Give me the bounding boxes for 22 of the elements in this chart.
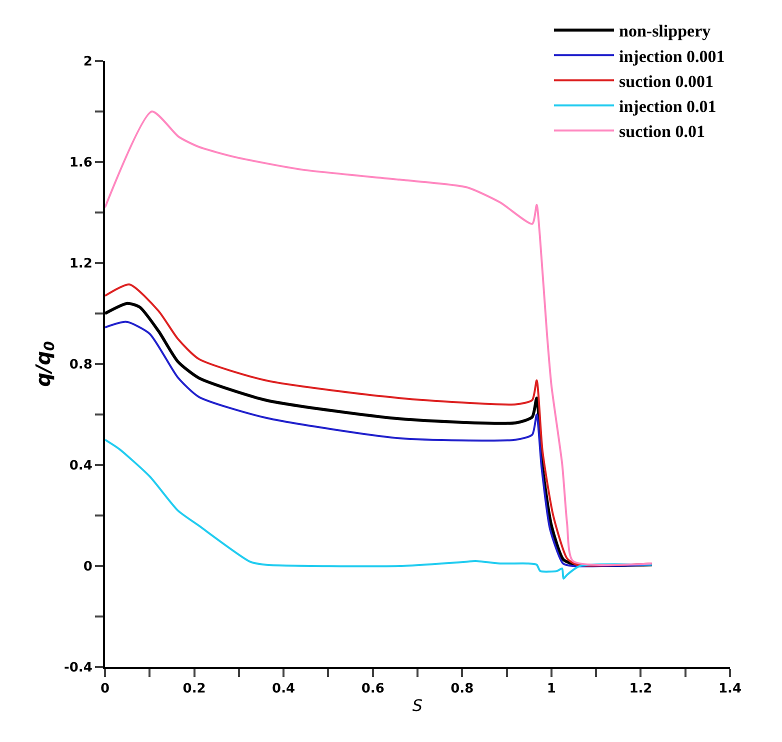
legend-label: non-slippery <box>619 22 712 41</box>
x-tick-label: 0.8 <box>450 682 474 697</box>
y-tick-label: 0.4 <box>69 458 92 474</box>
y-tick-label: -0.4 <box>64 660 92 676</box>
legend-label: injection 0.001 <box>619 46 725 66</box>
legend-label: suction 0.001 <box>619 72 714 91</box>
x-axis-title: S <box>412 696 423 715</box>
legend-label: injection 0.01 <box>619 97 716 116</box>
x-tick-label: 1.2 <box>629 682 652 697</box>
x-tick-label: 0.6 <box>361 682 384 697</box>
y-tick-label: 1.2 <box>69 256 92 272</box>
y-tick-label: 1.6 <box>69 156 92 171</box>
x-tick-label: 1.4 <box>718 682 742 697</box>
x-tick-label: 0 <box>100 682 110 697</box>
x-tick-label: 0.2 <box>182 682 206 697</box>
line-series <box>105 438 653 580</box>
y-tick-label: 0.8 <box>69 358 92 373</box>
legend-label: suction 0.01 <box>619 122 705 142</box>
y-tick-label: 2 <box>83 54 92 70</box>
y-tick-label: 0 <box>83 560 92 575</box>
x-tick-label: 0.4 <box>272 682 296 697</box>
x-tick-label: 1 <box>546 682 556 697</box>
